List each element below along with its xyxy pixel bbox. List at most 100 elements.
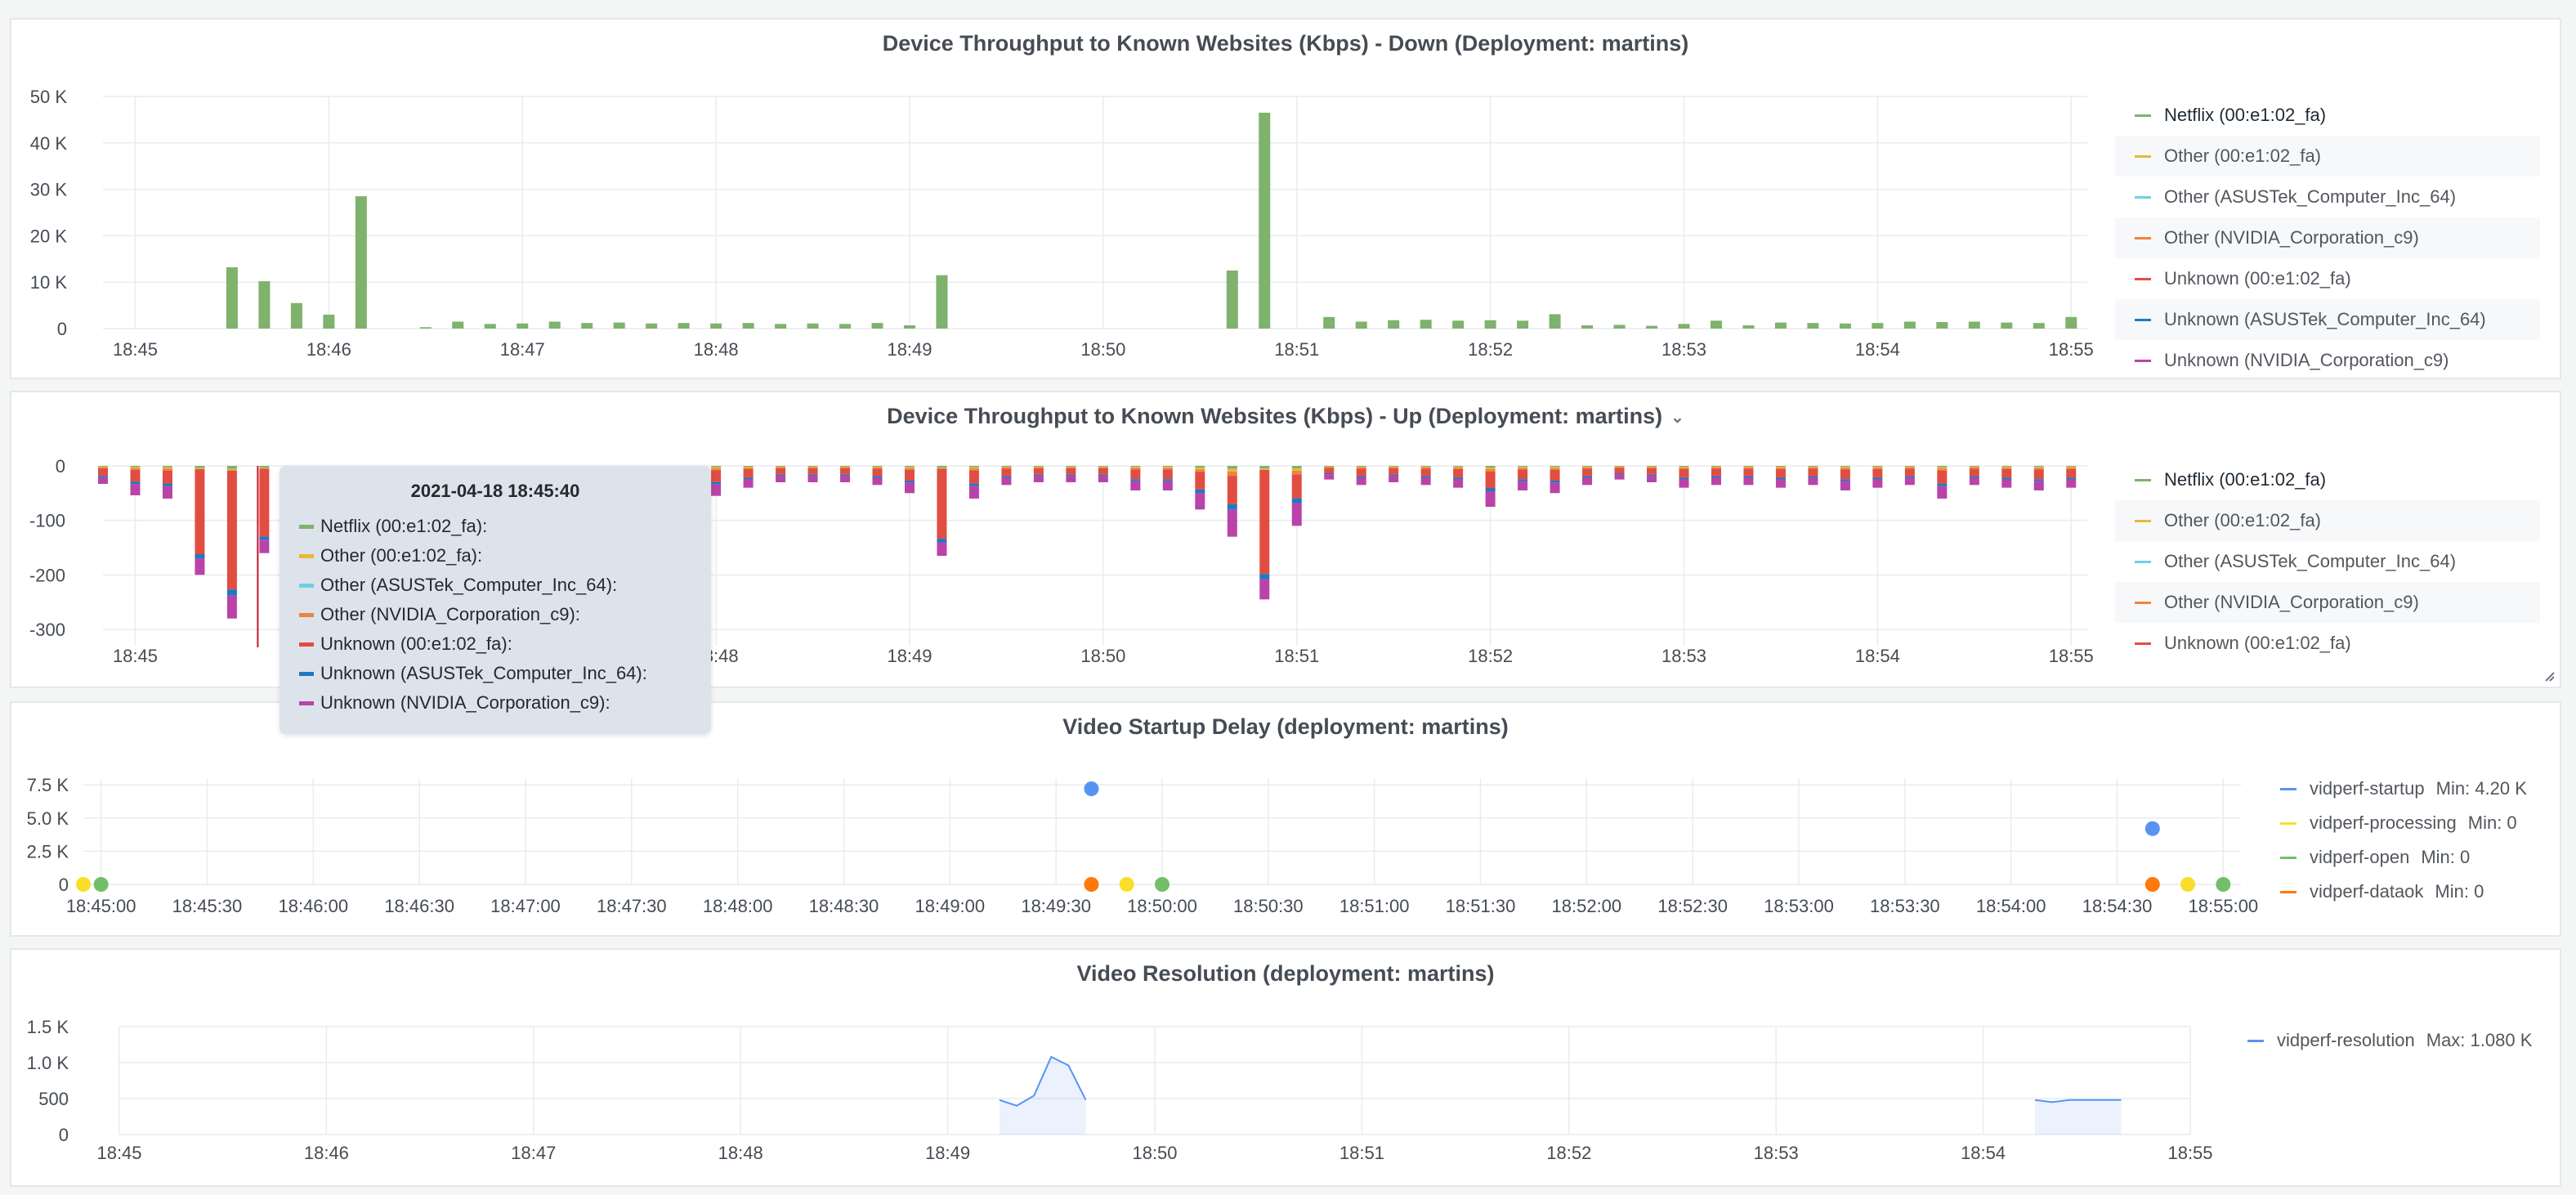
bar-segment [2001,467,2012,468]
legend-item[interactable]: Unknown (00:e1:02_fa) [2115,623,2540,664]
legend-scroll[interactable]: Netflix (00:e1:02_fa) Other (00:e1:02_fa)… [2115,459,2556,680]
bar-segment [1291,470,1302,475]
legend-swatch [2280,856,2296,859]
bar-segment [98,468,108,476]
bar-segment [1001,477,1012,486]
legend-item[interactable]: Netflix (00:e1:02_fa) [2115,95,2540,136]
bar [1936,322,1948,329]
legend-item[interactable]: Unknown (00:e1:02_fa) [2115,258,2540,299]
legend-label: vidperf-open [2310,847,2410,867]
tooltip-row: Unknown (ASUSTek_Computer_Inc_64): [299,659,691,688]
bar-segment [1001,466,1012,467]
bar [775,324,787,329]
legend-item[interactable]: Other (00:e1:02_fa) [2115,500,2540,541]
tooltip-row: Other (00:e1:02_fa): [299,541,691,571]
series-line [999,1055,1087,1107]
x-tick-label: 18:52 [1546,1143,1591,1163]
bar-segment [130,481,141,485]
legend-item[interactable]: vidperf-processing Min: 0 [2280,806,2527,840]
chevron-down-icon[interactable]: ⌄ [1670,409,1684,427]
panel-title[interactable]: Video Resolution (deployment: martins) [1076,961,1495,986]
tooltip-label: Other (00:e1:02_fa): [320,545,483,566]
bar-segment [1259,574,1270,580]
bar [1710,320,1722,329]
x-tick-label: 18:47:00 [490,896,561,916]
bar-segment [1518,479,1528,481]
bar-segment [1937,486,1948,499]
y-tick-label: -300 [29,620,65,640]
bar-segment [226,470,237,590]
legend-item[interactable]: Other (ASUSTek_Computer_Inc_64) [2115,541,2540,582]
bar-segment [1389,466,1399,468]
bar-segment [98,475,108,477]
bar-segment [1904,468,1915,477]
x-tick-label: 18:48:30 [809,896,879,916]
data-point [2144,877,2160,892]
resize-handle-icon[interactable] [2543,670,2555,682]
bar-segment [1711,477,1721,486]
panel-title[interactable]: Device Throughput to Known Websites (Kbp… [882,31,1689,56]
startup-chart: 0 2.5 K 5.0 K 7.5 K 18:45:00 18:45:30 18:46:00… [27,775,2259,916]
x-tick-label: 18:53:30 [1870,896,1940,916]
bar-segment [1840,467,1850,468]
bar-segment [1324,466,1335,467]
legend-item[interactable]: vidperf-dataok Min: 0 [2280,875,2527,909]
bar-segment [1195,472,1205,490]
bar-segment [1743,477,1754,486]
legend-scroll[interactable]: Netflix (00:e1:02_fa) Other (00:e1:02_fa)… [2115,95,2556,378]
bar [1517,320,1529,329]
legend-item[interactable]: Unknown (NVIDIA_Corporation_c9) [2115,340,2540,378]
bar-segment [1969,466,1979,468]
bar-segment [1098,476,1108,482]
bar-segment [1066,474,1076,477]
panel-title[interactable]: Video Startup Delay (deployment: martins… [1062,714,1509,739]
y-tick-label: 30 K [30,180,68,200]
bar-segment [1130,466,1141,468]
bar-segment [1130,481,1141,490]
x-tick-label: 18:52 [1468,339,1513,360]
legend-item[interactable]: Other (00:e1:02_fa) [2115,136,2540,177]
legend-item[interactable]: Netflix (00:e1:02_fa) [2115,459,2540,500]
bar-segment [840,476,851,482]
bar [1807,323,1819,329]
x-tick-label: 18:47 [511,1143,556,1163]
bar-segment [1453,479,1464,488]
bar [1613,324,1626,329]
bar-segment [968,483,979,486]
bar-segment [1453,466,1464,468]
bar-segment [1872,477,1883,480]
legend-item[interactable]: vidperf-startup Min: 4.20 K [2280,772,2527,806]
tooltip-swatch [299,700,314,705]
x-tick-label: 18:47:30 [597,896,667,916]
bar-segment [743,467,754,468]
x-tick-label: 18:55:00 [2189,896,2259,916]
bar-segment [1453,467,1464,468]
bar-segment [162,486,172,499]
tooltip-time: 2021-04-18 18:45:40 [410,481,580,501]
x-tick-label: 18:50 [1080,646,1125,666]
data-point [2216,877,2231,892]
bar-segment [2001,468,2012,469]
panel-title[interactable]: Device Throughput to Known Websites (Kbp… [11,404,2560,429]
x-tick-label: 18:51 [1274,646,1319,666]
bar-segment [1324,467,1335,468]
bar-segment [1259,579,1270,600]
x-tick-label: 18:46 [304,1143,349,1163]
x-tick-label: 18:54:30 [2082,896,2153,916]
legend-item[interactable]: Other (NVIDIA_Corporation_c9) [2115,582,2540,623]
legend-item[interactable]: vidperf-open Min: 0 [2280,840,2527,875]
bar [2001,322,2013,329]
tooltip-swatch [299,524,314,529]
bar-segment [1130,468,1141,470]
bar-segment [195,468,205,469]
bar-segment [2066,466,2077,468]
legend-item[interactable]: Other (ASUSTek_Computer_Inc_64) [2115,177,2540,217]
legend-item[interactable]: vidperf-resolution Max: 1.080 K [2247,1023,2532,1058]
y-tick-label: 500 [38,1089,69,1109]
legend-item[interactable]: Unknown (ASUSTek_Computer_Inc_64) [2115,299,2540,340]
bar-segment [1937,466,1948,468]
x-tick-label: 18:54 [1855,646,1900,666]
bar-segment [1420,468,1431,477]
bar [258,281,271,329]
legend-item[interactable]: Other (NVIDIA_Corporation_c9) [2115,217,2540,258]
